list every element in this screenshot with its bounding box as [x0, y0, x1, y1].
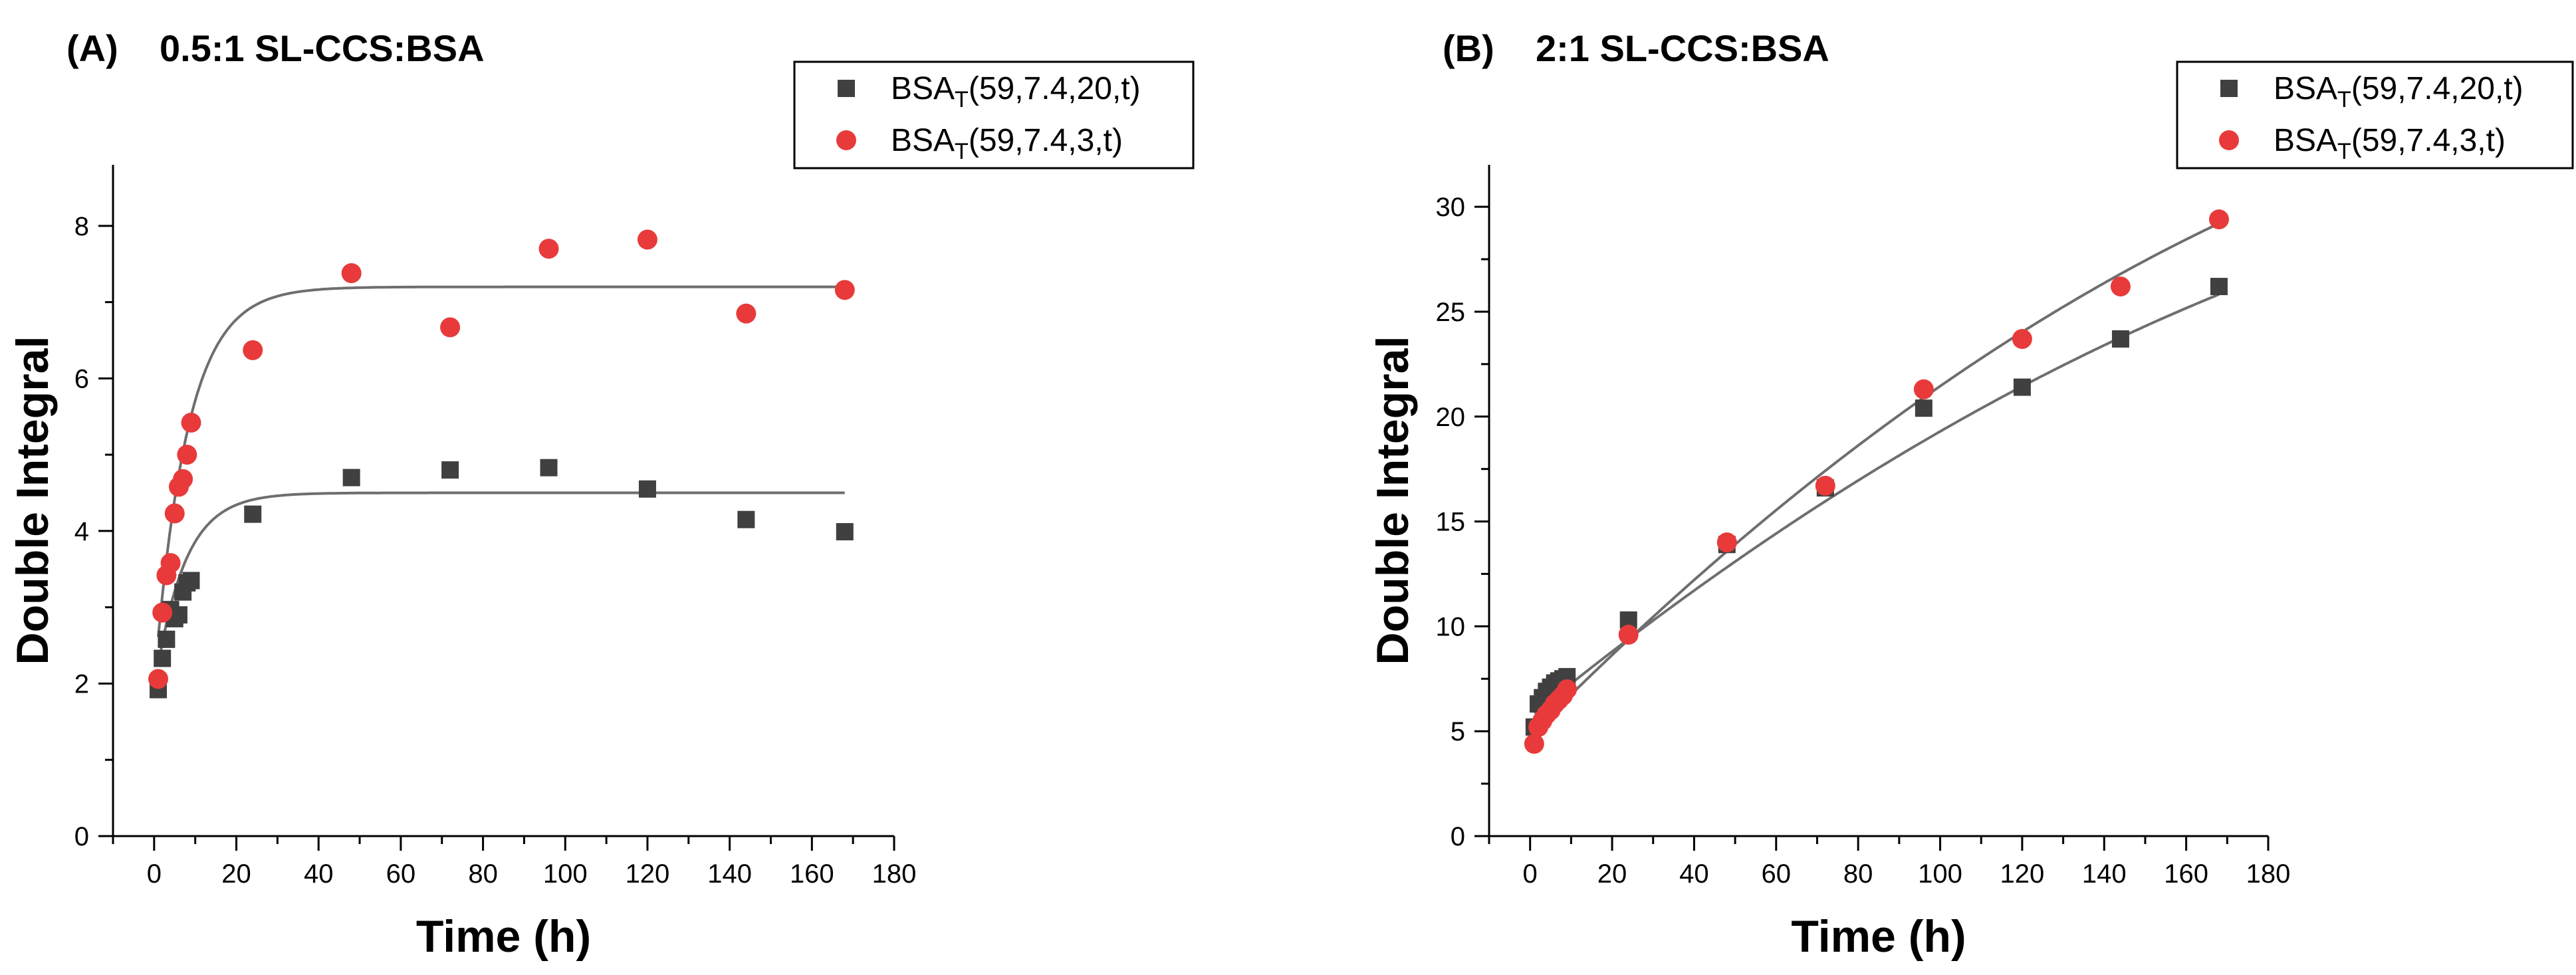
x-tick-label: 60	[386, 859, 416, 889]
x-tick-label: 0	[147, 859, 162, 889]
data-point-series-2	[1716, 532, 1737, 553]
x-tick-label: 100	[543, 859, 588, 889]
data-point-series-2	[1557, 679, 1578, 700]
data-point-series-2	[1618, 625, 1639, 645]
y-tick-label: 25	[1436, 298, 1466, 327]
data-point-series-2	[637, 229, 657, 250]
fit-curve-series-2	[1533, 222, 2220, 732]
data-point-series-1	[158, 630, 176, 648]
data-point-series-1	[244, 505, 262, 523]
y-tick-label: 8	[74, 212, 89, 241]
legend-marker-square	[838, 80, 855, 97]
data-point-series-1	[2111, 330, 2129, 348]
y-tick-label: 2	[74, 669, 89, 699]
x-tick-label: 120	[626, 859, 670, 889]
x-tick-label: 140	[707, 859, 752, 889]
data-point-series-2	[2110, 276, 2131, 297]
data-point-series-2	[243, 340, 263, 360]
y-tick-label: 30	[1436, 193, 1466, 222]
legend-marker-circle	[836, 130, 856, 150]
data-point-series-2	[148, 669, 169, 689]
y-tick-label: 10	[1436, 612, 1466, 641]
fit-curve-series-1	[1533, 293, 2220, 714]
data-point-series-1	[170, 606, 187, 624]
data-point-series-1	[441, 461, 459, 479]
legend-entry-1: BSAT(59,7.4,20,t)	[891, 71, 1141, 112]
data-point-series-2	[181, 412, 201, 433]
data-point-series-2	[834, 280, 855, 300]
data-point-series-2	[440, 317, 461, 338]
data-point-series-1	[836, 523, 854, 541]
data-point-series-2	[152, 602, 173, 623]
fit-curve-series-1	[157, 491, 845, 666]
x-tick-label: 140	[2082, 859, 2127, 889]
legend: BSAT(59,7.4,20,t) BSAT(59,7.4,3,t)	[793, 60, 1195, 169]
data-point-series-2	[2208, 209, 2229, 230]
y-tick-label: 6	[74, 364, 89, 393]
data-point-series-2	[1913, 379, 1934, 399]
fit-curve-series-2	[157, 285, 845, 637]
y-tick-label: 20	[1436, 403, 1466, 432]
chart-title: 0.5:1 SL-CCS:BSA	[160, 27, 485, 69]
data-point-series-1	[737, 510, 755, 528]
data-point-series-1	[2013, 378, 2031, 396]
data-point-series-1	[342, 469, 360, 487]
x-tick-label: 80	[468, 859, 498, 889]
panel-label: (B)	[1443, 27, 1494, 69]
data-point-series-1	[540, 459, 558, 477]
data-point-series-2	[2012, 328, 2032, 349]
legend-entry-1: BSAT(59,7.4,20,t)	[2274, 71, 2523, 112]
data-point-series-1	[182, 572, 200, 590]
legend-marker-circle	[2219, 130, 2239, 150]
data-point-series-2	[1524, 734, 1544, 754]
panel-label: (A)	[66, 27, 118, 69]
data-point-series-2	[177, 445, 197, 465]
x-tick-label: 120	[2000, 859, 2045, 889]
data-point-series-1	[638, 480, 656, 498]
x-tick-label: 0	[1523, 859, 1538, 889]
y-tick-label: 5	[1451, 717, 1465, 746]
x-axis-title: Time (h)	[416, 911, 591, 962]
x-axis-title: Time (h)	[1791, 911, 1966, 962]
data-point-series-2	[538, 239, 559, 259]
legend-entry-2: BSAT(59,7.4,3,t)	[2274, 123, 2506, 164]
x-tick-label: 160	[790, 859, 834, 889]
data-point-series-2	[164, 503, 185, 524]
x-tick-label: 40	[1679, 859, 1709, 889]
x-tick-label: 40	[304, 859, 334, 889]
data-point-series-2	[160, 553, 181, 574]
y-axis-title: Double Integral	[7, 336, 58, 665]
y-tick-label: 15	[1436, 508, 1466, 537]
x-tick-label: 180	[2246, 859, 2291, 889]
x-tick-label: 20	[221, 859, 251, 889]
legend-box	[2176, 60, 2574, 169]
data-point-series-2	[736, 303, 757, 324]
x-tick-label: 80	[1843, 859, 1873, 889]
x-tick-label: 60	[1762, 859, 1792, 889]
y-tick-label: 0	[1451, 822, 1465, 851]
legend-box	[793, 60, 1195, 169]
legend-entry-2: BSAT(59,7.4,3,t)	[891, 123, 1123, 164]
y-axis-title: Double Integral	[1367, 336, 1418, 665]
data-point-series-1	[2210, 278, 2228, 296]
y-tick-label: 4	[74, 517, 89, 546]
x-tick-label: 100	[1918, 859, 1962, 889]
x-tick-label: 20	[1597, 859, 1627, 889]
x-tick-label: 160	[2164, 859, 2208, 889]
y-tick-label: 0	[74, 822, 89, 851]
legend-marker-square	[2220, 80, 2238, 97]
data-point-series-2	[173, 469, 193, 489]
data-point-series-1	[1915, 399, 1932, 417]
data-point-series-1	[154, 649, 172, 667]
x-tick-label: 180	[872, 859, 917, 889]
chart-title: 2:1 SL-CCS:BSA	[1536, 27, 1829, 69]
data-point-series-2	[341, 263, 362, 283]
data-point-series-2	[1815, 475, 1835, 496]
legend: BSAT(59,7.4,20,t) BSAT(59,7.4,3,t)	[2176, 60, 2574, 169]
